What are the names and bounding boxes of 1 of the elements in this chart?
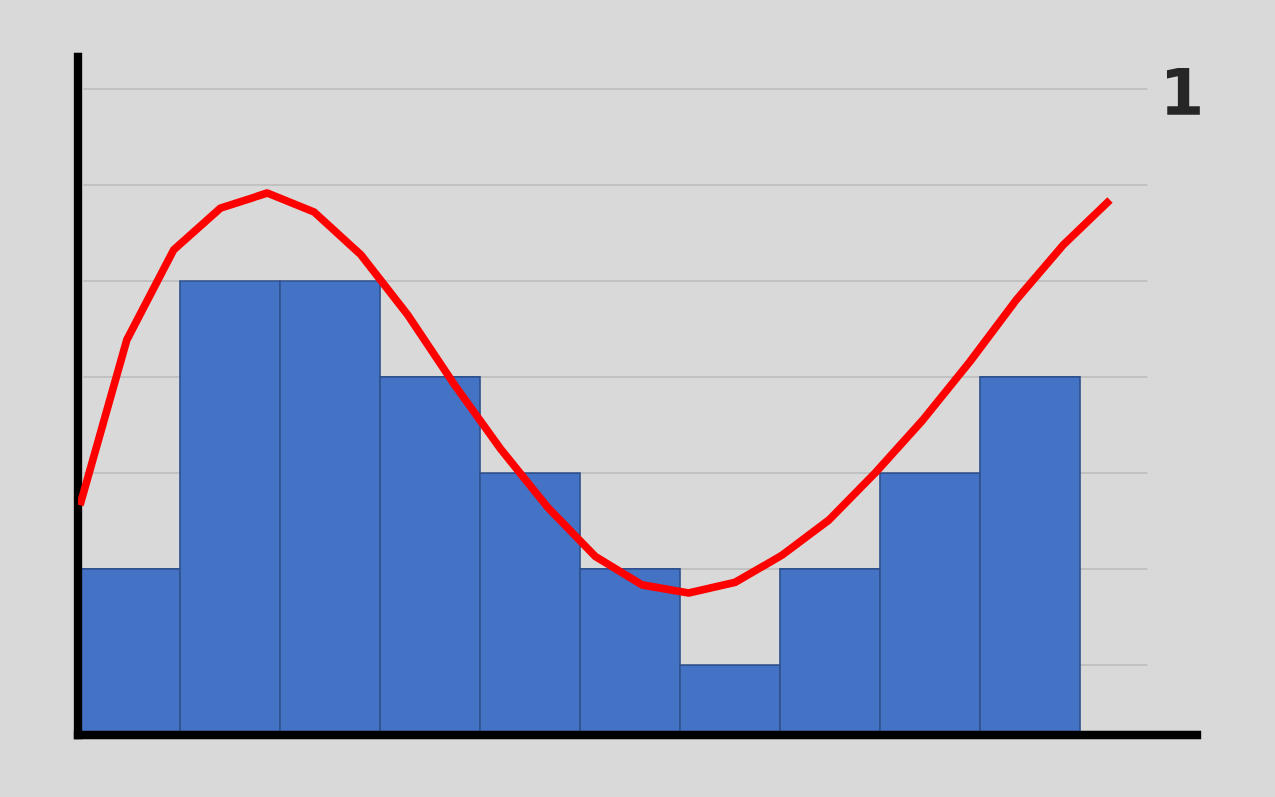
text: 1 [1166, 68, 1200, 115]
